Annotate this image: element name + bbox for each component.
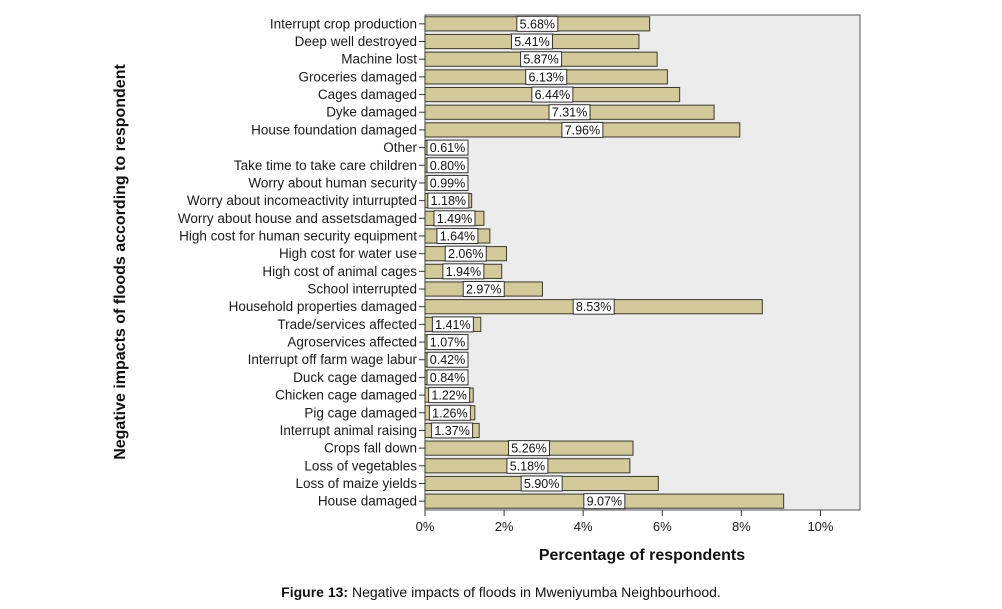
data-label-box	[426, 174, 469, 191]
data-label-box	[426, 369, 469, 386]
data-label: 0.61%	[430, 141, 465, 155]
category-label: Worry about human security	[248, 175, 417, 190]
value-axis: 0% 2% 4% 6% 8% 10%	[416, 510, 834, 534]
data-label: 1.07%	[430, 336, 465, 350]
data-label-box	[572, 298, 615, 315]
category-label: House damaged	[318, 494, 417, 509]
data-labels-layer: 5.68% 5.41% 5.87% 6.13% 6.44% 7.31% 7.96% 0.61%…	[426, 15, 626, 510]
y-axis-title: Negative impacts of floods according to …	[112, 64, 129, 460]
data-label: 9.07%	[587, 495, 622, 509]
category-label: Machine lost	[341, 52, 417, 67]
data-label-box	[583, 493, 626, 510]
data-label: 5.18%	[510, 459, 545, 473]
data-label: 2.97%	[466, 283, 501, 297]
data-label: 5.68%	[520, 17, 555, 31]
category-label: Household properties damaged	[229, 299, 417, 314]
category-label: Other	[383, 140, 417, 155]
data-label: 1.49%	[437, 212, 472, 226]
category-label: Trade/services affected	[277, 317, 417, 332]
data-label: 5.90%	[524, 477, 559, 491]
data-label: 7.96%	[565, 123, 600, 137]
data-label-box	[426, 157, 469, 174]
data-label-box	[428, 404, 471, 421]
category-label: Chicken cage damaged	[275, 388, 417, 403]
data-label: 1.22%	[431, 389, 466, 403]
data-label-box	[433, 210, 476, 227]
data-label: 5.26%	[511, 442, 546, 456]
caption-text: Negative impacts of floods in Mweniyumba…	[348, 584, 721, 600]
data-label-box	[462, 281, 505, 298]
data-label: 2.06%	[448, 247, 483, 261]
data-label-box	[428, 387, 471, 404]
data-label: 1.94%	[446, 265, 481, 279]
data-label-box	[427, 192, 470, 209]
data-label: 1.37%	[434, 424, 469, 438]
data-label: 1.18%	[431, 194, 466, 208]
data-label-box	[516, 15, 559, 32]
data-label: 8.53%	[576, 300, 611, 314]
category-label: Interrupt off farm wage labur	[248, 352, 418, 367]
x-tick-label: 6%	[653, 519, 672, 534]
data-label-box	[426, 334, 469, 351]
data-label-box	[548, 104, 591, 121]
data-label-box	[520, 51, 563, 68]
data-label-box	[525, 68, 568, 85]
category-label: Interrupt animal raising	[280, 423, 417, 438]
data-label-box	[431, 422, 474, 439]
data-label-box	[520, 475, 563, 492]
category-label: Deep well destroyed	[295, 34, 417, 49]
category-label: Interrupt crop production	[270, 16, 417, 31]
data-label: 6.13%	[528, 70, 563, 84]
data-label-box	[426, 139, 469, 156]
data-label-box	[426, 351, 469, 368]
data-label-box	[431, 316, 474, 333]
data-label: 1.26%	[432, 406, 467, 420]
category-label: Loss of vegetables	[304, 458, 417, 473]
data-label: 7.31%	[552, 106, 587, 120]
data-label-box	[508, 440, 551, 457]
category-label: Worry about house and assetsdamaged	[178, 211, 417, 226]
data-label-box	[444, 245, 487, 262]
data-label: 0.99%	[430, 176, 465, 190]
category-label: Groceries damaged	[298, 69, 417, 84]
category-label: Dyke damaged	[326, 105, 417, 120]
category-label: Worry about incomeactivity inturrupted	[187, 193, 417, 208]
category-label: Duck cage damaged	[293, 370, 417, 385]
x-tick-label: 0%	[416, 519, 435, 534]
data-label: 1.41%	[435, 318, 470, 332]
data-label-box	[506, 457, 549, 474]
data-label-box	[510, 33, 553, 50]
category-label: High cost of animal cages	[262, 264, 417, 279]
category-label: Pig cage damaged	[304, 405, 417, 420]
category-label: Loss of maize yields	[295, 476, 417, 491]
x-axis-title: Percentage of respondents	[539, 547, 745, 564]
category-label: Agroservices affected	[287, 335, 417, 350]
x-tick-label: 2%	[495, 519, 514, 534]
data-label: 0.84%	[430, 371, 465, 385]
category-label: House foundation damaged	[251, 122, 417, 137]
category-label: Cages damaged	[318, 87, 417, 102]
data-label: 0.42%	[430, 353, 465, 367]
data-label: 0.80%	[430, 159, 465, 173]
category-label: Crops fall down	[324, 441, 417, 456]
data-label-box	[531, 86, 574, 103]
data-label-box	[561, 121, 604, 138]
x-tick-label: 10%	[807, 519, 833, 534]
data-label: 5.41%	[514, 35, 549, 49]
category-label: Take time to take care children	[234, 158, 417, 173]
category-axis: Interrupt crop production Deep well destr…	[178, 16, 425, 509]
data-label: 1.64%	[440, 229, 475, 243]
data-label: 6.44%	[535, 88, 570, 102]
category-label: School interrupted	[307, 282, 417, 297]
data-label-box	[442, 263, 485, 280]
category-label: High cost for water use	[279, 246, 417, 261]
figure-caption: Figure 13: Negative impacts of floods in…	[0, 584, 1002, 600]
caption-prefix: Figure 13:	[281, 584, 349, 600]
data-label: 5.87%	[523, 53, 558, 67]
x-tick-label: 8%	[732, 519, 751, 534]
category-label: High cost for human security equipment	[179, 228, 417, 243]
x-tick-label: 4%	[574, 519, 593, 534]
data-label-box	[436, 227, 479, 244]
